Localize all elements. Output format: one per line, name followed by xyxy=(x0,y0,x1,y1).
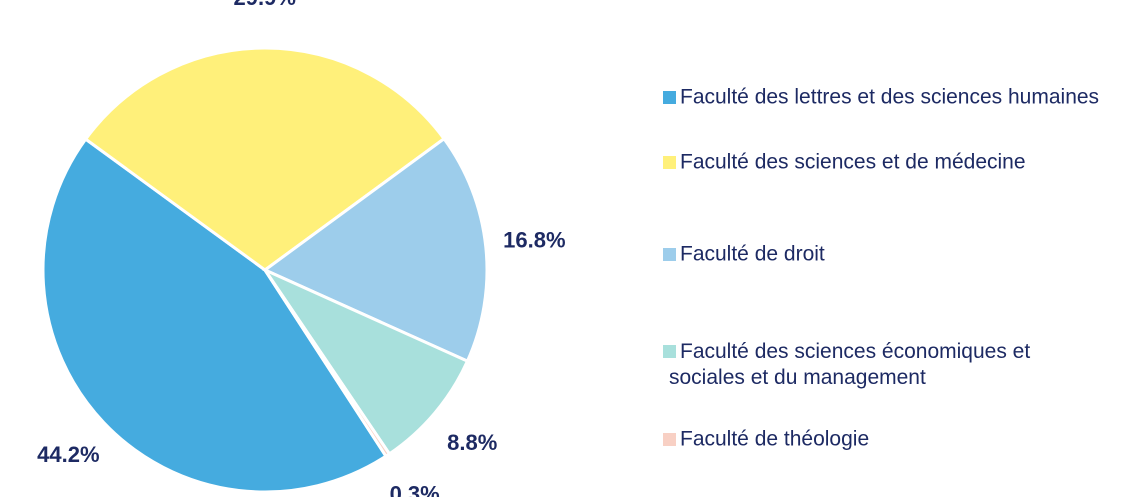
legend-label: Faculté de droit xyxy=(680,243,825,266)
pie-slice xyxy=(262,136,489,364)
legend-label: Faculté des lettres et des sciences huma… xyxy=(680,86,1099,109)
legend-label: Faculté de théologie xyxy=(680,428,869,451)
data-label: 29.9% xyxy=(234,0,296,10)
legend-label: Faculté des sciences et de médecine xyxy=(680,151,1026,174)
pie-slice xyxy=(263,269,392,459)
data-label: 16.8% xyxy=(503,228,565,253)
legend-swatch xyxy=(663,91,676,104)
legend-swatch xyxy=(663,433,676,446)
pie-slice xyxy=(260,266,470,456)
data-label: 44.2% xyxy=(37,442,99,467)
legend-label: Faculté des sciences économiques et socia… xyxy=(669,340,1030,389)
legend-swatch xyxy=(663,248,676,261)
pie-slice xyxy=(41,137,388,494)
legend-swatch xyxy=(663,156,676,169)
legend-line: sociales et du management xyxy=(669,366,926,389)
pie-slice xyxy=(83,46,447,272)
legend-line: Faculté des sciences économiques et xyxy=(680,340,1030,363)
legend-swatch xyxy=(663,345,676,358)
data-label: 0.3% xyxy=(390,482,440,497)
data-label: 8.8% xyxy=(447,430,497,455)
